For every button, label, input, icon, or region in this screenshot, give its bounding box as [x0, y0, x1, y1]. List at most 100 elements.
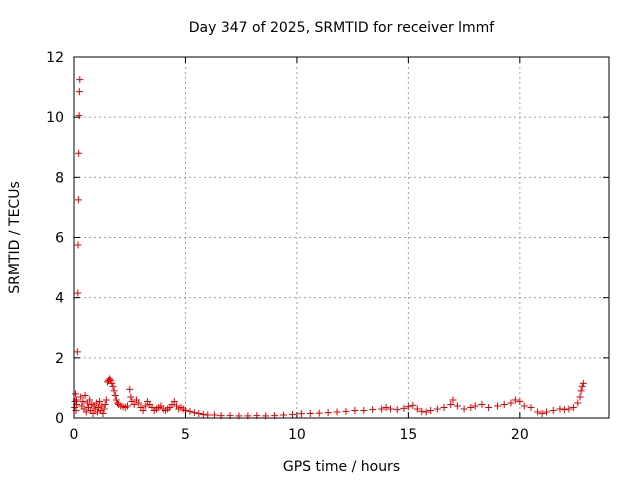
x-tick-label: 15 — [399, 427, 417, 443]
data-point — [82, 408, 90, 416]
data-point — [478, 400, 486, 408]
data-point — [324, 409, 332, 417]
data-point — [543, 408, 551, 416]
data-point — [126, 385, 134, 393]
data-point — [516, 397, 524, 405]
data-point — [565, 405, 573, 413]
data-point — [113, 399, 121, 407]
data-point — [333, 408, 341, 416]
data-point — [130, 400, 138, 408]
data-point — [433, 405, 441, 413]
data-point — [195, 409, 203, 417]
data-point — [288, 410, 296, 418]
x-tick-label: 10 — [288, 427, 306, 443]
data-point — [577, 387, 585, 395]
data-point — [360, 406, 368, 414]
data-point — [75, 112, 83, 120]
data-point — [520, 402, 528, 410]
data-point — [93, 408, 101, 416]
data-point — [467, 403, 475, 411]
data-point — [77, 393, 85, 401]
data-point — [460, 405, 468, 413]
data-point — [400, 404, 408, 412]
y-tick-label: 6 — [55, 231, 64, 247]
data-point — [141, 402, 149, 410]
data-point — [73, 348, 81, 356]
data-point — [569, 403, 577, 411]
data-point — [99, 409, 107, 417]
data-point — [124, 402, 131, 410]
data-point — [418, 407, 426, 415]
data-point — [549, 406, 557, 414]
data-point — [101, 400, 109, 408]
data-point — [576, 393, 584, 401]
data-point — [560, 406, 568, 414]
data-point — [71, 397, 79, 405]
axis-ticks — [73, 56, 609, 419]
grid-lines — [74, 57, 609, 418]
x-tick-label: 5 — [181, 427, 190, 443]
data-point — [186, 407, 194, 415]
data-point — [471, 402, 479, 410]
data-point — [108, 379, 116, 387]
data-point — [109, 382, 117, 390]
data-point — [413, 405, 421, 413]
x-axis-label: GPS time / hours — [283, 459, 400, 475]
tick-labels: 0 5 10 15 20 0 2 4 6 8 10 12 — [46, 50, 529, 443]
x-tick-label: 0 — [70, 427, 79, 443]
data-point — [306, 409, 314, 417]
data-point — [378, 405, 386, 413]
data-point — [135, 399, 143, 407]
data-point — [422, 408, 430, 416]
data-point — [440, 403, 448, 411]
data-point — [342, 407, 350, 415]
data-point — [110, 387, 118, 395]
data-point — [204, 411, 212, 419]
data-point — [500, 400, 508, 408]
data-point — [447, 400, 455, 408]
data-point — [81, 391, 89, 399]
data-point — [534, 408, 542, 416]
data-point — [106, 375, 114, 383]
data-point — [511, 396, 519, 404]
data-point — [427, 406, 435, 414]
data-point — [74, 241, 82, 249]
y-tick-label: 4 — [55, 291, 64, 307]
data-point — [369, 406, 377, 414]
y-tick-label: 8 — [55, 170, 64, 186]
data-point — [351, 406, 359, 414]
data-point — [507, 399, 515, 407]
data-point — [387, 405, 395, 413]
data-point — [86, 396, 94, 404]
data-point — [139, 406, 147, 414]
data-point — [79, 397, 87, 405]
data-point — [107, 376, 115, 384]
data-point — [76, 76, 84, 84]
data-point — [297, 410, 305, 418]
data-point — [210, 411, 218, 419]
data-point — [485, 403, 493, 411]
y-tick-label: 2 — [55, 351, 64, 367]
data-point — [199, 410, 207, 418]
data-point — [556, 405, 564, 413]
data-point — [538, 409, 546, 417]
data-point — [393, 406, 401, 414]
data-point — [170, 397, 178, 405]
data-point — [574, 399, 582, 407]
data-point — [111, 391, 119, 399]
data-point — [190, 409, 198, 417]
data-point — [75, 149, 83, 157]
data-point — [578, 382, 586, 390]
data-point — [75, 88, 83, 96]
data-point — [102, 396, 110, 404]
data-point — [100, 405, 108, 413]
data-point — [315, 409, 323, 417]
data-point — [453, 402, 461, 410]
x-tick-label: 20 — [511, 427, 529, 443]
data-point — [92, 399, 100, 407]
data-point — [89, 409, 97, 417]
data-point — [96, 397, 104, 405]
